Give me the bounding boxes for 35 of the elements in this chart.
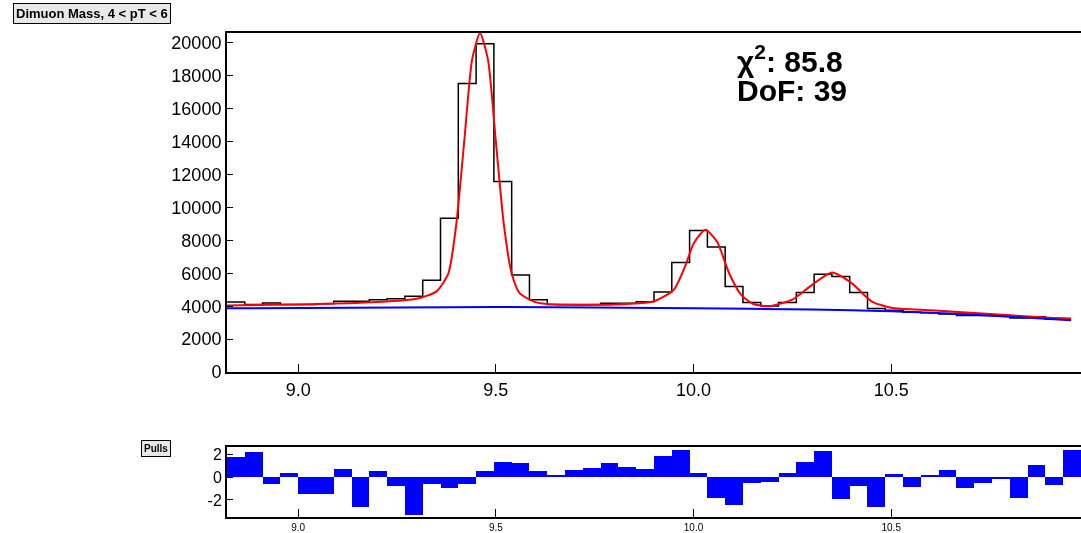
y-tick-label: 2000 xyxy=(181,329,222,350)
y-tick-label: 6000 xyxy=(181,263,222,284)
x-tick-label: 9.5 xyxy=(488,522,504,533)
y-tick-label: 10000 xyxy=(171,197,222,218)
y-tick-label: 12000 xyxy=(171,164,222,185)
y-tick-label: 0 xyxy=(211,362,222,383)
y-tick-label: 0 xyxy=(212,468,222,486)
bar xyxy=(334,469,353,478)
text: Dimuon Mass, 4 < pT < 6 xyxy=(16,6,168,21)
y-tick-label: 20000 xyxy=(171,33,222,54)
bar xyxy=(352,477,370,508)
x-tick-label: 9.0 xyxy=(285,379,311,400)
x-tick-label: 10.0 xyxy=(683,522,704,533)
bar xyxy=(885,474,904,478)
bar xyxy=(1028,465,1046,478)
bar xyxy=(1063,450,1081,478)
y-tick-label: 2 xyxy=(212,446,222,464)
x-tick-label: 10.5 xyxy=(873,379,909,400)
bar xyxy=(903,477,922,488)
y-tick-label: 4000 xyxy=(181,296,222,317)
x-tick-label: 9.0 xyxy=(291,522,306,533)
line-series xyxy=(227,306,1073,322)
bar xyxy=(1045,477,1064,486)
chart-title: Pulls xyxy=(144,443,169,454)
bar xyxy=(369,471,388,478)
x-tick-label: 10.5 xyxy=(881,522,902,533)
y-tick-label: 18000 xyxy=(171,66,222,87)
y-tick-label: -2 xyxy=(207,491,222,509)
bar xyxy=(280,473,299,478)
y-tick-label: 14000 xyxy=(171,131,222,152)
x-tick-label: 10.0 xyxy=(676,379,712,400)
y-tick-label: 8000 xyxy=(181,230,222,251)
y-tick-label: 16000 xyxy=(171,99,222,120)
x-tick-label: 9.5 xyxy=(483,379,509,400)
bar xyxy=(263,477,281,485)
